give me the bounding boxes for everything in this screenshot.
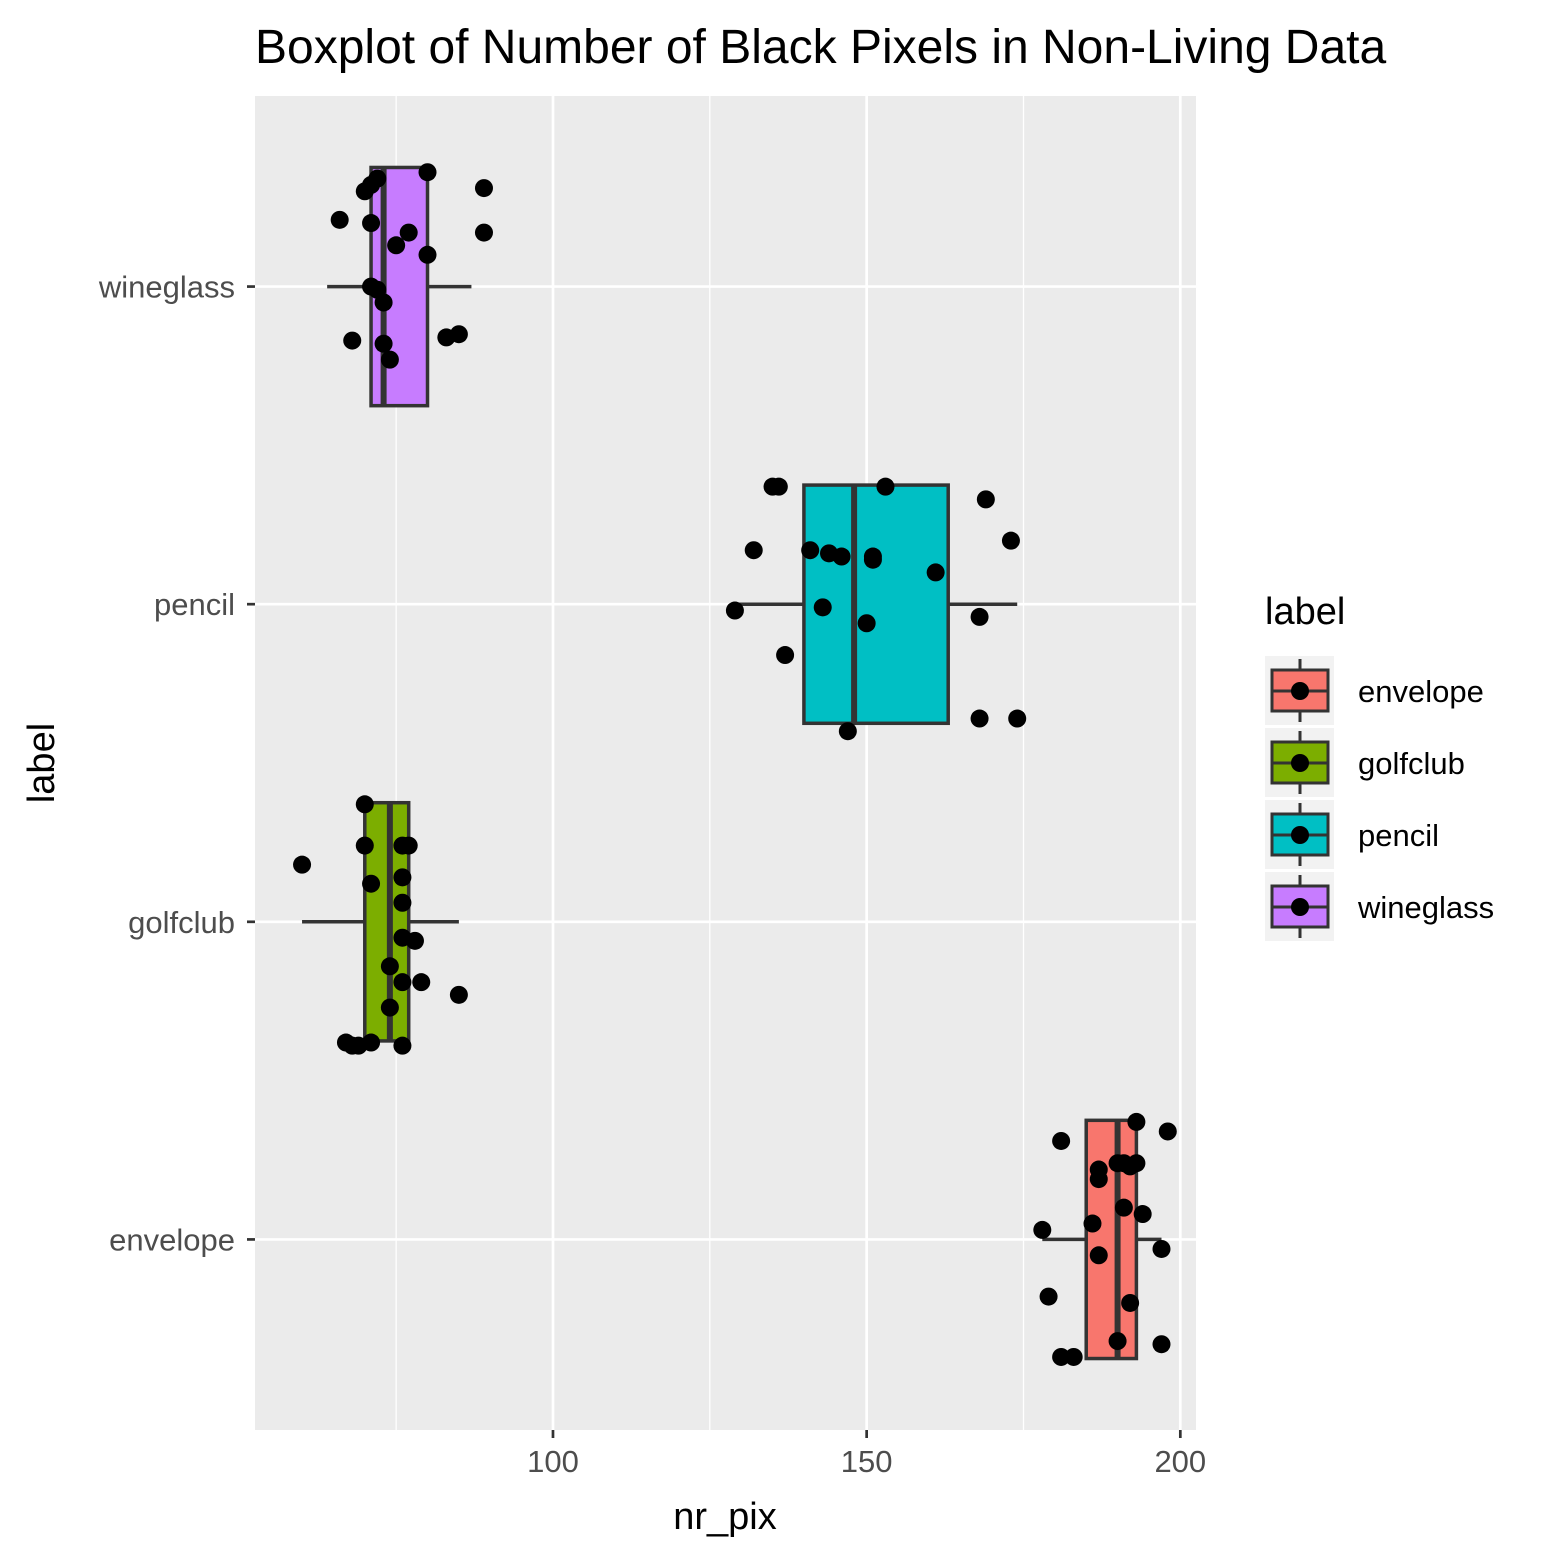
data-point-golfclub [449,985,468,1004]
data-point-pencil [1008,709,1027,728]
data-point-envelope [1089,1246,1108,1265]
data-point-pencil [832,547,851,566]
data-point-pencil [970,607,989,626]
legend-key-point [1291,826,1309,844]
data-point-pencil [926,563,945,582]
legend-item-golfclub: golfclub [1265,728,1465,797]
data-point-pencil [857,614,876,633]
data-point-pencil [801,541,820,560]
legend-item-envelope: envelope [1265,656,1484,725]
data-point-envelope [1108,1332,1127,1351]
data-point-wineglass [330,210,349,229]
data-point-golfclub [405,931,424,950]
data-point-wineglass [399,223,418,242]
legend-label: wineglass [1357,890,1494,925]
data-point-envelope [1064,1347,1083,1366]
legend-key-point [1291,898,1309,916]
x-tick-label: 100 [527,1444,579,1479]
data-point-pencil [725,601,744,620]
data-point-envelope [1089,1170,1108,1189]
data-point-envelope [1052,1347,1071,1366]
data-point-pencil [744,541,763,560]
data-point-wineglass [449,325,468,344]
data-point-envelope [1127,1154,1146,1173]
data-point-golfclub [399,836,418,855]
y-axis-title: label [21,723,63,803]
data-point-wineglass [362,214,381,233]
data-point-pencil [876,477,895,496]
legend-item-pencil: pencil [1265,800,1439,869]
data-point-pencil [813,598,832,617]
data-point-pencil [976,490,995,509]
data-point-pencil [1001,531,1020,550]
data-point-envelope [1133,1205,1152,1224]
data-point-envelope [1083,1214,1102,1233]
data-point-golfclub [380,957,399,976]
x-tick-label: 200 [1154,1444,1206,1479]
y-tick-label: envelope [109,1222,235,1257]
data-point-golfclub [355,836,374,855]
y-tick-label: golfclub [128,905,235,940]
data-point-golfclub [393,973,412,992]
data-point-wineglass [418,245,437,264]
data-point-envelope [1039,1287,1058,1306]
data-point-envelope [1127,1112,1146,1131]
data-point-wineglass [355,182,374,201]
data-point-golfclub [393,868,412,887]
data-point-envelope [1121,1293,1140,1312]
data-point-pencil [769,477,788,496]
data-point-golfclub [412,973,431,992]
data-point-golfclub [362,874,381,893]
data-point-wineglass [343,331,362,350]
data-point-envelope [1052,1131,1071,1150]
data-point-golfclub [380,998,399,1017]
legend: label envelope golfclub pencil wineglass [1265,591,1494,941]
data-point-pencil [838,722,857,741]
y-tick-label: pencil [154,587,235,622]
legend-key-point [1291,754,1309,772]
data-point-wineglass [374,293,393,312]
data-point-envelope [1114,1198,1133,1217]
data-point-golfclub [393,893,412,912]
legend-label: pencil [1358,818,1439,853]
data-point-golfclub [362,1033,381,1052]
data-point-wineglass [374,334,393,353]
chart-title: Boxplot of Number of Black Pixels in Non… [255,21,1386,74]
point-layer [293,163,1177,1366]
x-axis-title: nr_pix [673,1496,777,1538]
legend-title: label [1265,591,1345,633]
data-point-golfclub [355,795,374,814]
legend-item-wineglass: wineglass [1265,872,1494,941]
data-point-wineglass [418,163,437,182]
data-point-pencil [970,709,989,728]
legend-label: golfclub [1358,746,1465,781]
y-tick-label: wineglass [98,270,235,305]
x-tick-label: 150 [841,1444,893,1479]
data-point-wineglass [474,179,493,198]
data-point-envelope [1033,1220,1052,1239]
data-point-golfclub [293,855,312,874]
data-point-pencil [776,646,795,665]
data-point-golfclub [393,1036,412,1055]
data-point-wineglass [474,223,493,242]
legend-key-point [1291,682,1309,700]
legend-label: envelope [1358,674,1484,709]
data-point-wineglass [387,236,406,255]
data-point-envelope [1158,1122,1177,1141]
data-point-envelope [1152,1335,1171,1354]
axes: 100 150 200 envelope golfclub pencil wineglass [98,270,1206,1479]
data-point-pencil [863,550,882,569]
data-point-envelope [1152,1239,1171,1258]
data-point-wineglass [380,350,399,369]
